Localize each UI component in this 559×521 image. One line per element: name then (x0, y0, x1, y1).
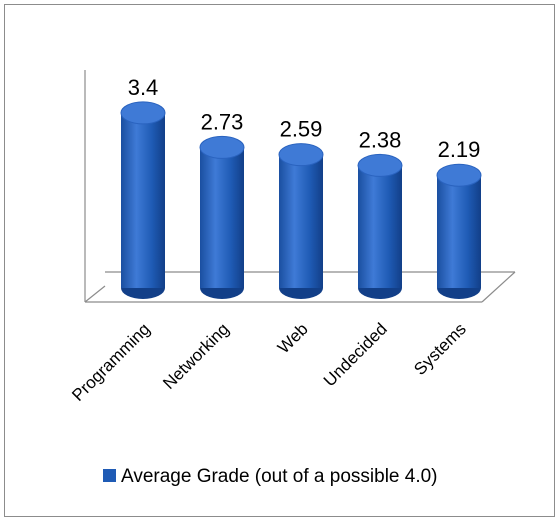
category-label: Programming (68, 319, 154, 405)
data-label: 3.4 (128, 75, 159, 100)
floor-right-edge (481, 271, 516, 303)
category-label: Web (274, 319, 312, 357)
bar-top (436, 163, 482, 187)
bar-body (200, 147, 244, 288)
bar-top (278, 143, 324, 167)
legend-label: Average Grade (out of a possible 4.0) (121, 466, 438, 487)
category-label: Undecided (320, 319, 391, 390)
data-label: 2.19 (438, 137, 481, 162)
bar-body (121, 112, 165, 289)
bar-systems (436, 163, 482, 299)
data-labels-group: 3.4 2.73 2.59 2.38 2.19 (128, 75, 481, 162)
bar-top (357, 153, 403, 177)
bar-programming (120, 101, 166, 299)
bar-top (199, 135, 245, 159)
data-label: 2.59 (280, 117, 323, 142)
bar-web (278, 143, 324, 299)
data-label: 2.38 (359, 127, 402, 152)
bar-undecided (357, 153, 403, 299)
bar-body (358, 165, 402, 288)
bar-body (437, 175, 481, 288)
category-labels-group: Programming Networking Web Undecided Systems (68, 319, 470, 405)
category-label: Systems (410, 319, 470, 379)
floor-left-edge (84, 285, 106, 303)
bar-networking (199, 135, 245, 299)
bar-top (120, 101, 166, 125)
data-label: 2.73 (201, 109, 244, 134)
category-label: Networking (159, 319, 233, 393)
bar-body (279, 154, 323, 288)
bars-group (120, 101, 482, 299)
legend-swatch (103, 469, 116, 482)
legend: Average Grade (out of a possible 4.0) (103, 466, 438, 487)
